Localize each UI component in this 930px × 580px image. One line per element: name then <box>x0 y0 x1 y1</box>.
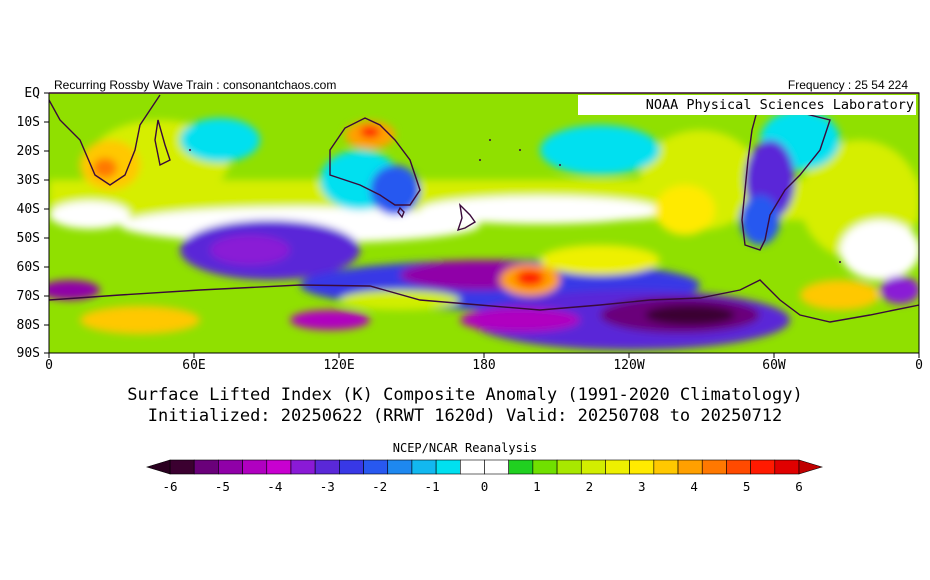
colorbar-cell <box>363 459 389 475</box>
colorbar-cell <box>774 459 800 475</box>
colorbar-tick-label: -6 <box>162 479 178 494</box>
lat-label-90s: 90S <box>16 346 40 361</box>
lon-label-120w: 120W <box>613 358 645 373</box>
frequency-caption: Frequency : 25 54 224 <box>787 78 908 92</box>
lon-label-0-right: 0 <box>915 358 923 373</box>
colorbar-tick-label: -3 <box>319 479 335 494</box>
tasmania-coastline <box>397 206 405 219</box>
map-subtitle: Initialized: 20250622 (RRWT 1620d) Valid… <box>147 406 783 426</box>
colorbar-tick-label: -4 <box>267 479 283 494</box>
colorbar-cell <box>726 459 751 475</box>
colorbar-tick-label: 1 <box>533 479 541 494</box>
lat-label-50s: 50S <box>16 231 40 246</box>
colorbar-high-arrow <box>798 459 824 475</box>
colorbar-tick-label: 2 <box>585 479 594 494</box>
south-america-coastline <box>741 99 831 251</box>
lab-banner: NOAA Physical Sciences Laboratory <box>578 95 916 115</box>
lat-ticks <box>44 92 49 354</box>
australia-coastline <box>329 117 421 206</box>
lon-label-60e: 60E <box>182 358 206 373</box>
colorbar-cell <box>242 459 268 475</box>
lat-label-80s: 80S <box>16 318 40 333</box>
colorbar-cell <box>435 459 461 475</box>
colorbar-cell <box>556 459 582 475</box>
colorbar-cell <box>508 459 534 475</box>
colorbar-cell <box>460 459 485 475</box>
lat-label-20s: 20S <box>16 144 40 159</box>
colorbar-cell <box>750 459 776 475</box>
lat-label-70s: 70S <box>16 289 40 304</box>
colorbar-low-arrow <box>145 459 171 475</box>
lon-label-180: 180 <box>472 358 496 373</box>
colorbar-cell <box>580 459 606 475</box>
africa-coastline <box>49 94 161 186</box>
lat-label-40s: 40S <box>16 202 40 217</box>
colorbar-cell <box>314 459 340 475</box>
anomaly-field <box>49 110 919 350</box>
island-dots <box>189 139 841 263</box>
lat-label-30s: 30S <box>16 173 40 188</box>
colorbar-cell <box>701 459 727 475</box>
map-title: Surface Lifted Index (K) Composite Anoma… <box>127 385 803 405</box>
lat-label-60s: 60S <box>16 260 40 275</box>
colorbar-cell <box>387 459 413 475</box>
colorbar-tick-label: -1 <box>424 479 440 494</box>
colorbar-tick-label: 0 <box>480 479 489 494</box>
colorbar-cell <box>411 459 437 475</box>
colorbar-cell <box>266 459 292 475</box>
colorbar-tick-label: 4 <box>690 479 698 494</box>
lat-label-eq: EQ <box>24 86 40 101</box>
lon-label-0: 0 <box>45 358 53 373</box>
colorbar-tick-label: -2 <box>372 479 388 494</box>
colorbar-cell <box>290 459 316 475</box>
colorbar-cell <box>653 459 679 475</box>
colorbar-tick-label: -5 <box>214 479 230 494</box>
coastlines <box>49 94 919 323</box>
colorbar-tick-label: 6 <box>795 479 803 494</box>
lon-label-120e: 120E <box>323 358 355 373</box>
colorbar-cell <box>484 459 509 475</box>
lat-label-10s: 10S <box>16 115 40 130</box>
colorbar-cell <box>218 459 243 475</box>
colorbar-tick-label: 3 <box>637 479 646 494</box>
colorbar-cell <box>532 459 558 475</box>
antarctica-coastline <box>49 279 919 323</box>
new-zealand-coastline <box>456 202 477 232</box>
colorbar <box>145 459 824 475</box>
lon-ticks <box>48 353 920 358</box>
madagascar-coastline <box>154 119 171 167</box>
reanalysis-label: NCEP/NCAR Reanalysis <box>392 441 538 455</box>
colorbar-cell <box>339 459 364 475</box>
lon-label-60w: 60W <box>762 358 786 373</box>
colorbar-cell <box>193 459 219 475</box>
source-caption: Recurring Rossby Wave Train : consonantc… <box>54 78 337 92</box>
colorbar-tick-label: 5 <box>742 479 751 494</box>
colorbar-cell <box>629 459 655 475</box>
colorbar-cell <box>677 459 703 475</box>
colorbar-cell <box>169 459 195 475</box>
colorbar-cell <box>605 459 630 475</box>
